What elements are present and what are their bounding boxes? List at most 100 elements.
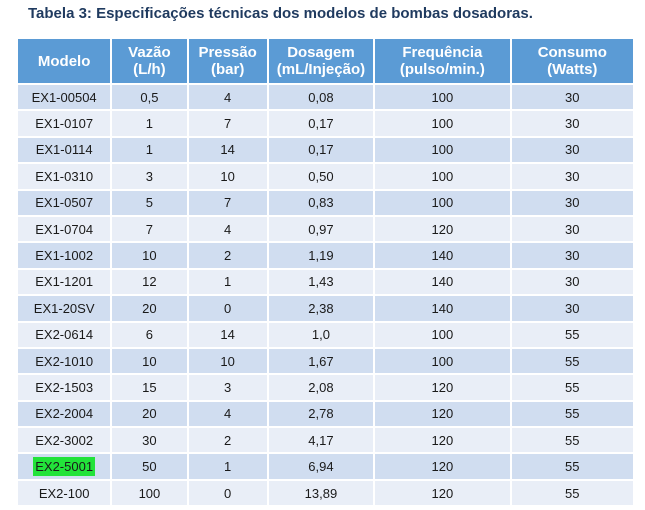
- table-row: EX2-1010 10 10 1,67 100 55: [18, 348, 633, 374]
- cell-consumo: 55: [511, 348, 633, 374]
- header-line2: (pulso/min.): [399, 61, 485, 78]
- header-vazao: Vazão (L/h): [112, 39, 187, 83]
- cell-vazao: 5: [112, 190, 187, 215]
- cell-dosagem: 6,94: [268, 454, 374, 479]
- cell-modelo: EX2-1503: [18, 375, 111, 400]
- cell-vazao: 30: [112, 428, 187, 453]
- cell-pressao: 0: [188, 480, 267, 506]
- cell-modelo: EX2-0614: [18, 322, 111, 347]
- header-line2: (Watts): [547, 61, 598, 78]
- table-row: EX2-1503 15 3 2,08 120 55: [18, 375, 633, 400]
- cell-vazao: 10: [112, 243, 187, 268]
- cell-pressao: 3: [188, 375, 267, 400]
- table-caption: Tabela 3: Especificações técnicas dos mo…: [28, 5, 533, 22]
- header-modelo: Modelo: [18, 39, 111, 83]
- cell-consumo: 55: [511, 322, 633, 347]
- cell-frequencia: 140: [375, 243, 510, 268]
- table-row: EX1-20SV 20 0 2,38 140 30: [18, 296, 633, 321]
- cell-pressao: 1: [188, 269, 267, 295]
- cell-modelo: EX1-0310: [18, 164, 111, 189]
- cell-modelo: EX1-00504: [18, 85, 111, 110]
- cell-dosagem: 1,19: [268, 243, 374, 268]
- table-row: EX1-1002 10 2 1,19 140 30: [18, 243, 633, 268]
- cell-frequencia: 140: [375, 269, 510, 295]
- cell-vazao: 20: [112, 296, 187, 321]
- cell-frequencia: 100: [375, 348, 510, 374]
- cell-frequencia: 120: [375, 480, 510, 506]
- cell-frequencia: 140: [375, 296, 510, 321]
- table-body: EX1-00504 0,5 4 0,08 100 30 EX1-0107 1 7 0,17 100 3…: [18, 85, 633, 506]
- cell-consumo: 55: [511, 454, 633, 479]
- table-row: EX1-00504 0,5 4 0,08 100 30: [18, 85, 633, 110]
- cell-modelo: EX1-1002: [18, 243, 111, 268]
- header-line1: Pressão: [198, 44, 257, 61]
- cell-consumo: 30: [511, 111, 633, 136]
- cell-consumo: 55: [511, 401, 633, 427]
- cell-dosagem: 1,0: [268, 322, 374, 347]
- cell-dosagem: 0,50: [268, 164, 374, 189]
- cell-dosagem: 0,17: [268, 111, 374, 136]
- cell-dosagem: 0,08: [268, 85, 374, 110]
- cell-pressao: 10: [188, 164, 267, 189]
- cell-consumo: 30: [511, 190, 633, 215]
- cell-vazao: 1: [112, 111, 187, 136]
- cell-frequencia: 100: [375, 111, 510, 136]
- cell-modelo: EX2-1010: [18, 348, 111, 374]
- header-line1: Modelo: [37, 52, 91, 70]
- table-row: EX1-0507 5 7 0,83 100 30: [18, 190, 633, 215]
- cell-pressao: 4: [188, 85, 267, 110]
- specifications-table: Modelo Vazão (L/h) Pressão (bar) Dosagem (m…: [16, 37, 635, 508]
- table-row: EX1-0114 1 14 0,17 100 30: [18, 137, 633, 163]
- cell-consumo: 30: [511, 296, 633, 321]
- cell-pressao: 4: [188, 401, 267, 427]
- cell-modelo: EX1-0704: [18, 216, 111, 242]
- cell-consumo: 30: [511, 85, 633, 110]
- cell-pressao: 1: [188, 454, 267, 479]
- cell-pressao: 7: [188, 190, 267, 215]
- table-row: EX1-0704 7 4 0,97 120 30: [18, 216, 633, 242]
- header-line2: (bar): [210, 61, 245, 78]
- cell-vazao: 6: [112, 322, 187, 347]
- cell-modelo: EX2-100: [18, 480, 111, 506]
- cell-modelo: EX2-2004: [18, 401, 111, 427]
- cell-vazao: 3: [112, 164, 187, 189]
- cell-consumo: 30: [511, 243, 633, 268]
- header-row: Modelo Vazão (L/h) Pressão (bar) Dosagem (m…: [18, 39, 633, 83]
- highlighted-model: EX2-5001: [33, 457, 96, 477]
- cell-vazao: 12: [112, 269, 187, 295]
- cell-consumo: 55: [511, 480, 633, 506]
- cell-frequencia: 120: [375, 454, 510, 479]
- cell-frequencia: 100: [375, 190, 510, 215]
- table-row: EX1-1201 12 1 1,43 140 30: [18, 269, 633, 295]
- cell-modelo: EX1-20SV: [18, 296, 111, 321]
- cell-frequencia: 100: [375, 164, 510, 189]
- cell-pressao: 7: [188, 111, 267, 136]
- cell-frequencia: 100: [375, 322, 510, 347]
- cell-vazao: 7: [112, 216, 187, 242]
- cell-vazao: 20: [112, 401, 187, 427]
- table-row: EX1-0310 3 10 0,50 100 30: [18, 164, 633, 189]
- table-row: EX1-0107 1 7 0,17 100 30: [18, 111, 633, 136]
- cell-pressao: 14: [188, 137, 267, 163]
- cell-frequencia: 100: [375, 85, 510, 110]
- header-line1: Dosagem: [287, 44, 355, 61]
- table-row: EX2-100 100 0 13,89 120 55: [18, 480, 633, 506]
- cell-dosagem: 2,38: [268, 296, 374, 321]
- table-row: EX2-5001 50 1 6,94 120 55: [18, 454, 633, 479]
- cell-dosagem: 0,83: [268, 190, 374, 215]
- cell-dosagem: 0,97: [268, 216, 374, 242]
- header-pressao: Pressão (bar): [188, 39, 267, 83]
- header-line1: Vazão: [128, 44, 171, 61]
- cell-frequencia: 120: [375, 428, 510, 453]
- cell-pressao: 14: [188, 322, 267, 347]
- header-frequencia: Frequência (pulso/min.): [375, 39, 510, 83]
- cell-vazao: 100: [112, 480, 187, 506]
- cell-dosagem: 4,17: [268, 428, 374, 453]
- header-dosagem: Dosagem (mL/Injeção): [268, 39, 374, 83]
- cell-frequencia: 120: [375, 401, 510, 427]
- cell-modelo: EX1-0507: [18, 190, 111, 215]
- cell-consumo: 55: [511, 375, 633, 400]
- header-consumo: Consumo (Watts): [511, 39, 633, 83]
- cell-frequencia: 100: [375, 137, 510, 163]
- cell-vazao: 15: [112, 375, 187, 400]
